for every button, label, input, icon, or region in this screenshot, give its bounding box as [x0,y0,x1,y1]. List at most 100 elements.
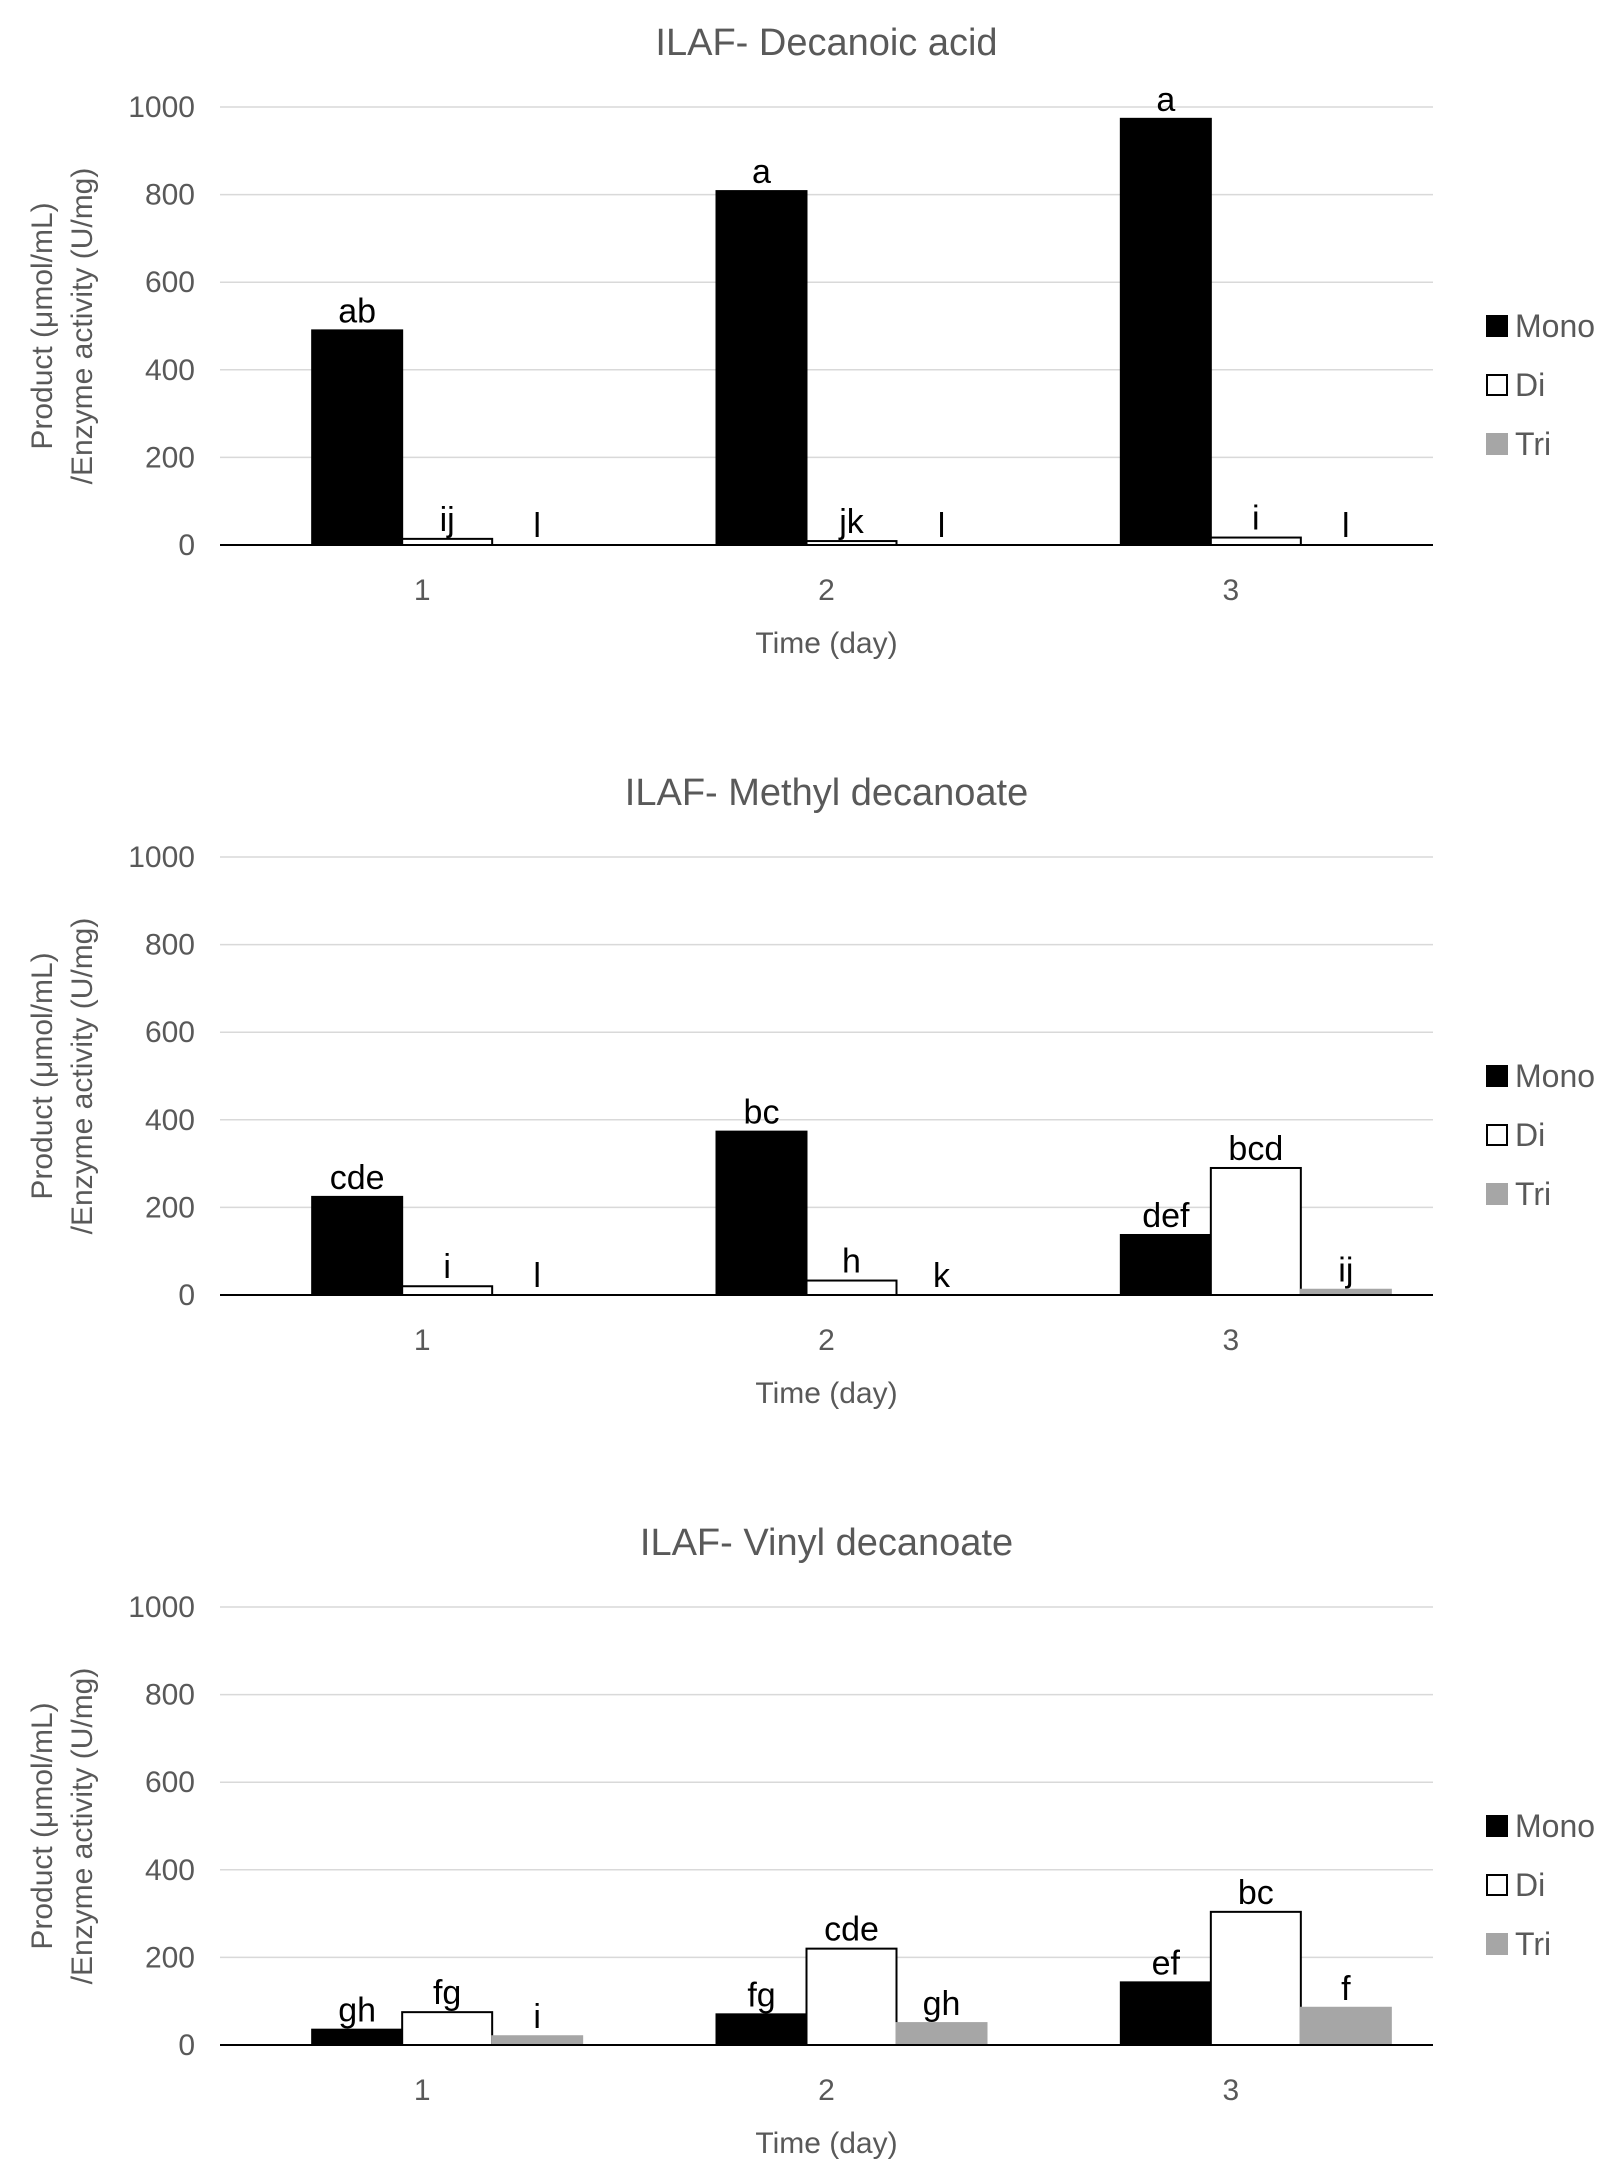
y-axis-title: /Enzyme activity (U/mg) [66,918,99,1235]
significance-label: bcd [1228,1130,1283,1168]
significance-label: bc [1238,1874,1274,1912]
significance-label: h [842,1243,861,1281]
chart-panel-3: ILAF- Vinyl decanoate 0 200 400 600 800 1000 Pr… [26,1522,1595,2160]
bar-mono [715,190,808,546]
y-tick-label: 0 [178,1279,195,1312]
y-tick-label: 0 [178,2029,195,2062]
significance-label: l [533,1257,541,1295]
chart-title: ILAF- Methyl decanoate [625,772,1028,814]
bar-mono [311,2028,404,2047]
legend: Mono Di Tri [1486,1808,1595,1962]
legend-swatch-mono [1486,1815,1508,1837]
y-axis-title: Product (μmol/mL) [26,1702,59,1949]
legend-swatch-di [1486,374,1508,396]
x-tick-label: 2 [818,574,835,607]
bar-mono [715,1130,808,1296]
bar-di [401,2011,494,2047]
y-tick-label: 400 [145,1854,195,1887]
legend-swatch-di [1486,1124,1508,1146]
bar-di [1209,1166,1302,1296]
bar-mono [1119,1233,1212,1297]
y-tick-label: 600 [145,1016,195,1049]
bar-tri [1299,2006,1392,2047]
y-tick-label: 1000 [128,841,195,874]
y-tick-label: 800 [145,1679,195,1712]
legend-label: Tri [1515,426,1551,462]
chart-title: ILAF- Vinyl decanoate [640,1522,1013,1564]
y-tick-label: 200 [145,1191,195,1224]
y-tick-label: 200 [145,1941,195,1974]
x-axis-title: Time (day) [755,2127,897,2160]
significance-label: i [1252,500,1260,538]
significance-label: i [533,1998,541,2036]
legend-label: Di [1515,1867,1545,1903]
y-tick-label: 800 [145,929,195,962]
bar-mono [1119,117,1212,547]
significance-label: l [533,507,541,545]
significance-label: cde [330,1159,385,1197]
x-tick-label: 1 [414,1324,431,1357]
x-tick-label: 3 [1222,1324,1239,1357]
significance-label: fg [747,1976,775,2014]
y-axis-title: Product (μmol/mL) [26,952,59,1199]
legend-label: Di [1515,1117,1545,1153]
y-tick-label: 600 [145,266,195,299]
y-tick-label: 1000 [128,1591,195,1624]
significance-label: f [1341,1970,1351,2008]
bar-tri [491,2035,584,2046]
bar-mono [715,2013,808,2046]
significance-label: k [933,1257,951,1295]
significance-label: l [938,507,946,545]
significance-label: cde [824,1911,879,1949]
legend-label: Mono [1515,308,1595,344]
y-axis-title: Product (μmol/mL) [26,202,59,449]
chart-panel-2: ILAF- Methyl decanoate 0 200 400 600 800 1000 P… [26,772,1595,1410]
significance-label: ij [440,501,455,539]
bar-mono [311,329,404,546]
significance-label: def [1142,1197,1190,1235]
bar-di [1209,1910,1302,2047]
significance-label: bc [744,1094,780,1132]
x-tick-label: 1 [414,574,431,607]
legend-label: Mono [1515,1808,1595,1844]
bar-mono [1119,1981,1212,2046]
legend-label: Mono [1515,1058,1595,1094]
significance-label: a [1156,81,1175,119]
y-tick-label: 0 [178,529,195,562]
y-axis-title: /Enzyme activity (U/mg) [66,168,99,485]
bar-tri [895,2022,988,2046]
x-tick-label: 1 [414,2074,431,2107]
legend-swatch-di [1486,1874,1508,1896]
x-tick-label: 2 [818,2074,835,2107]
y-tick-label: 600 [145,1766,195,1799]
y-tick-label: 400 [145,354,195,387]
significance-label: ab [338,292,376,330]
x-axis-title: Time (day) [755,1377,897,1410]
y-tick-label: 800 [145,179,195,212]
legend-swatch-tri [1486,1183,1508,1205]
significance-label: fg [433,1974,461,2012]
significance-label: ef [1152,1944,1181,1982]
legend-swatch-tri [1486,433,1508,455]
y-axis-title: /Enzyme activity (U/mg) [66,1668,99,1985]
chart-panel-1: ILAF- Decanoic acid 0 200 400 600 800 1000 Prod… [26,22,1595,660]
significance-label: i [443,1248,451,1286]
x-tick-label: 2 [818,1324,835,1357]
significance-label: ij [1338,1252,1353,1290]
bar-di [805,1279,898,1297]
x-tick-label: 3 [1222,574,1239,607]
significance-label: gh [923,1985,961,2023]
legend-label: Tri [1515,1926,1551,1962]
bar-di [805,1947,898,2047]
bar-mono [311,1195,404,1296]
legend: Mono Di Tri [1486,308,1595,462]
bar-di [401,1285,494,1296]
y-tick-label: 1000 [128,91,195,124]
legend-label: Tri [1515,1176,1551,1212]
significance-label: gh [338,1992,376,2030]
y-tick-label: 200 [145,441,195,474]
legend-swatch-mono [1486,1065,1508,1087]
y-tick-label: 400 [145,1104,195,1137]
legend-label: Di [1515,367,1545,403]
